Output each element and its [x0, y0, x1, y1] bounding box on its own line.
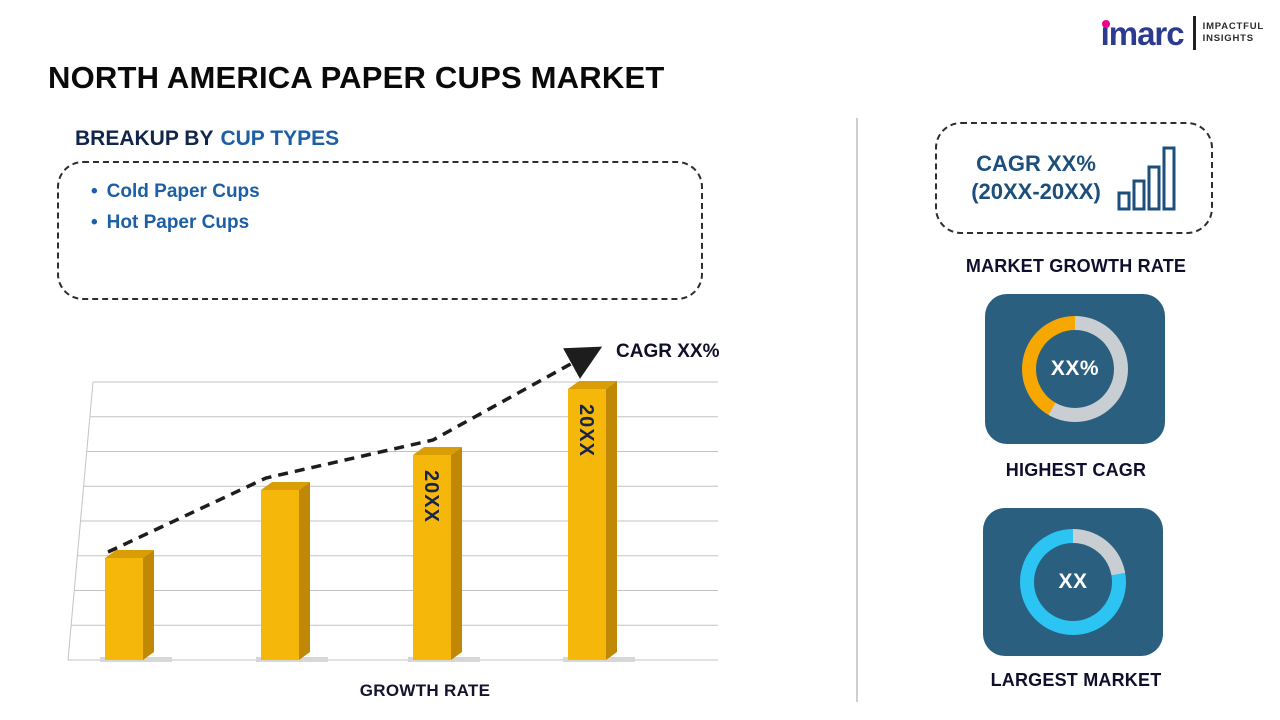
highest-cagr-caption: HIGHEST CAGR [1005, 460, 1147, 480]
breakup-box: Cold Paper Cups Hot Paper Cups [57, 161, 703, 300]
largest-market-donut-chart: XX [1020, 529, 1126, 635]
highest-cagr-donut-hole: XX% [1036, 330, 1114, 408]
cagr-card-text: CAGR XX% (20XX-20XX) [971, 150, 1101, 206]
trend-arrow [107, 346, 603, 554]
section-divider [856, 118, 858, 702]
bar-3-label: 20XX [420, 470, 442, 523]
highest-cagr-donut-chart: XX% [1022, 316, 1128, 422]
highest-cagr-value: XX% [1050, 357, 1100, 380]
imarc-logo: imarc IMPACTFUL INSIGHTS [1101, 16, 1264, 50]
chart-xlabel: GROWTH RATE [359, 681, 491, 700]
imarc-logo-magenta-dot-icon [1101, 19, 1110, 28]
cup-type-item-cold: Cold Paper Cups [91, 176, 260, 207]
cagr-card-line2: (20XX-20XX) [971, 179, 1101, 204]
bar-1 [105, 550, 154, 660]
largest-market-donut-hole: XX [1034, 543, 1112, 621]
bar-4: 20XX [568, 381, 617, 660]
cup-types-list: Cold Paper Cups Hot Paper Cups [91, 176, 260, 238]
logo-tagline-line2: INSIGHTS [1202, 33, 1254, 44]
logo-tagline-line1: IMPACTFUL [1202, 21, 1264, 32]
cagr-card: CAGR XX% (20XX-20XX) [935, 122, 1213, 234]
highest-cagr-tile: XX% [985, 294, 1165, 444]
bar-chart-icon [1117, 146, 1176, 211]
page-title: NORTH AMERICA PAPER CUPS MARKET [48, 60, 665, 95]
bar-chart-svg: 20XX 20XX [67, 346, 718, 662]
largest-market-value: XX [1058, 570, 1088, 593]
gridlines [67, 381, 718, 661]
cup-type-item-hot: Hot Paper Cups [91, 207, 260, 238]
cagr-card-line1: CAGR XX% [976, 151, 1096, 176]
largest-market-tile: XX [983, 508, 1163, 656]
imarc-logo-brand-wrap: imarc [1100, 14, 1185, 52]
breakup-heading-highlight: CUP TYPES [220, 127, 340, 150]
imarc-logo-text: imarc [1100, 14, 1185, 52]
bar-4-label: 20XX [575, 404, 597, 457]
logo-tagline: IMPACTFUL INSIGHTS [1203, 21, 1264, 45]
bar-3: 20XX [413, 447, 462, 660]
bar-2 [261, 482, 310, 660]
breakup-heading-prefix: BREAKUP BY [75, 127, 214, 150]
growth-bar-chart: 20XX 20XX [48, 336, 738, 676]
breakup-heading: BREAKUP BY CUP TYPES [75, 127, 339, 151]
market-growth-rate-caption: MARKET GROWTH RATE [965, 256, 1187, 276]
cagr-annotation: CAGR XX% [616, 341, 720, 362]
logo-divider-bar [1192, 16, 1196, 50]
largest-market-caption: LARGEST MARKET [990, 670, 1162, 690]
